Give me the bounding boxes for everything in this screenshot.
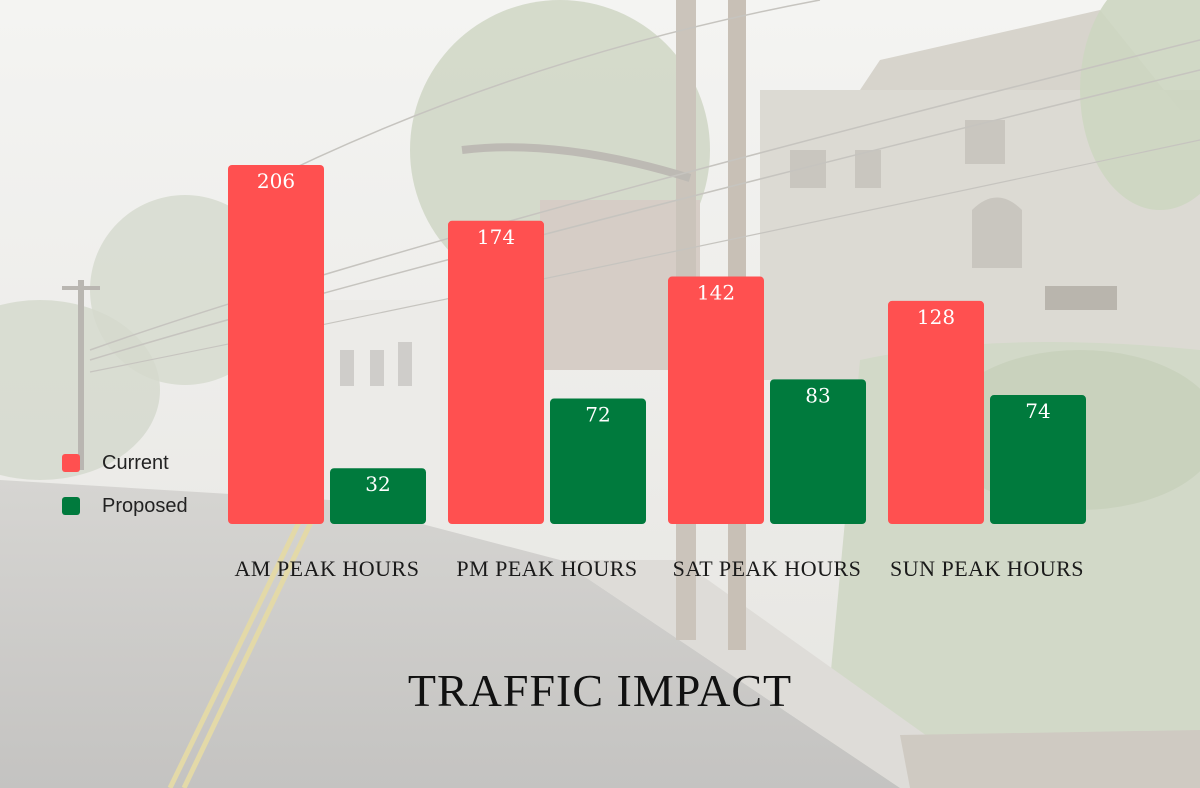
legend-swatch-current — [62, 454, 80, 472]
legend-item-current: Current — [62, 452, 188, 474]
bar-proposed-4 — [990, 395, 1086, 524]
value-labels-layer: 206 32 174 72 142 83 128 74 — [257, 169, 1051, 496]
bars-layer — [228, 165, 1086, 525]
chart-title: TRAFFIC IMPACT — [407, 665, 793, 716]
value-label-proposed-1: 32 — [365, 472, 390, 496]
legend-swatch-proposed — [62, 497, 80, 515]
category-label-1: AM PEAK HOURS — [235, 556, 420, 581]
value-label-proposed-4: 74 — [1025, 399, 1050, 423]
value-label-current-3: 142 — [697, 281, 735, 305]
category-label-4: SUN PEAK HOURS — [890, 556, 1084, 581]
bar-proposed-2 — [550, 398, 646, 524]
value-label-current-1: 206 — [257, 169, 295, 193]
bar-proposed-1 — [330, 468, 426, 524]
bar-current-1 — [228, 165, 324, 524]
value-label-proposed-3: 83 — [805, 383, 830, 407]
bar-current-3 — [668, 276, 764, 524]
value-label-current-4: 128 — [917, 305, 955, 329]
category-label-3: SAT PEAK HOURS — [673, 556, 862, 581]
bar-proposed-3 — [770, 379, 866, 524]
legend-item-proposed: Proposed — [62, 495, 188, 517]
value-label-current-2: 174 — [477, 225, 515, 249]
value-label-proposed-2: 72 — [585, 403, 610, 427]
bar-current-4 — [888, 300, 984, 524]
category-label-2: PM PEAK HOURS — [456, 556, 637, 581]
legend-label-proposed: Proposed — [102, 494, 188, 517]
bar-current-2 — [448, 220, 544, 525]
legend: Current Proposed — [62, 452, 188, 538]
category-labels-layer: AM PEAK HOURS PM PEAK HOURS SAT PEAK HOURS… — [235, 556, 1084, 581]
legend-label-current: Current — [102, 451, 169, 474]
